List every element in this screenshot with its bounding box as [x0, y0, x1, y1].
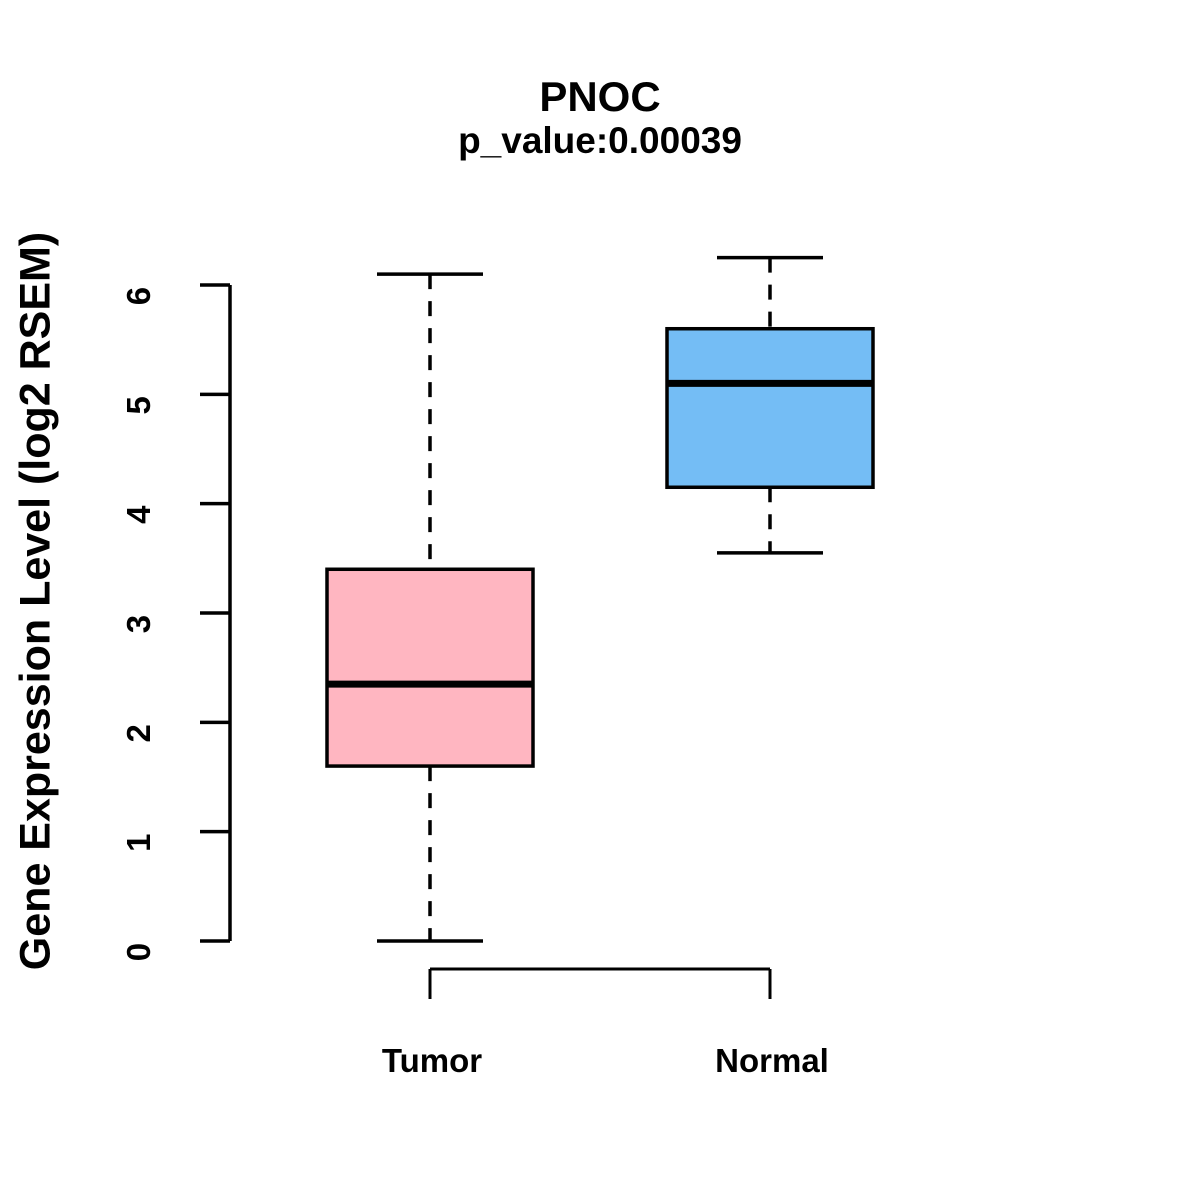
y-axis-tick-label: 3: [120, 615, 157, 633]
y-axis-tick-label: 6: [120, 287, 157, 305]
iqr-box-tumor: [325, 567, 535, 768]
x-axis-label-normal: Normal: [715, 1042, 829, 1079]
x-axis-label-tumor: Tumor: [382, 1042, 482, 1079]
y-axis-tick-label: 1: [120, 833, 157, 851]
y-axis-tick-label: 2: [120, 724, 157, 742]
chart-title: PNOC: [539, 73, 661, 120]
y-axis-tick-label: 4: [120, 505, 157, 524]
iqr-box-normal: [665, 326, 875, 490]
y-axis-label: Gene Expression Level (log2 RSEM): [11, 231, 60, 971]
chart-subtitle: p_value:0.00039: [458, 120, 742, 161]
y-axis-tick-label: 5: [120, 396, 157, 414]
y-axis-tick-label: 0: [120, 943, 157, 961]
